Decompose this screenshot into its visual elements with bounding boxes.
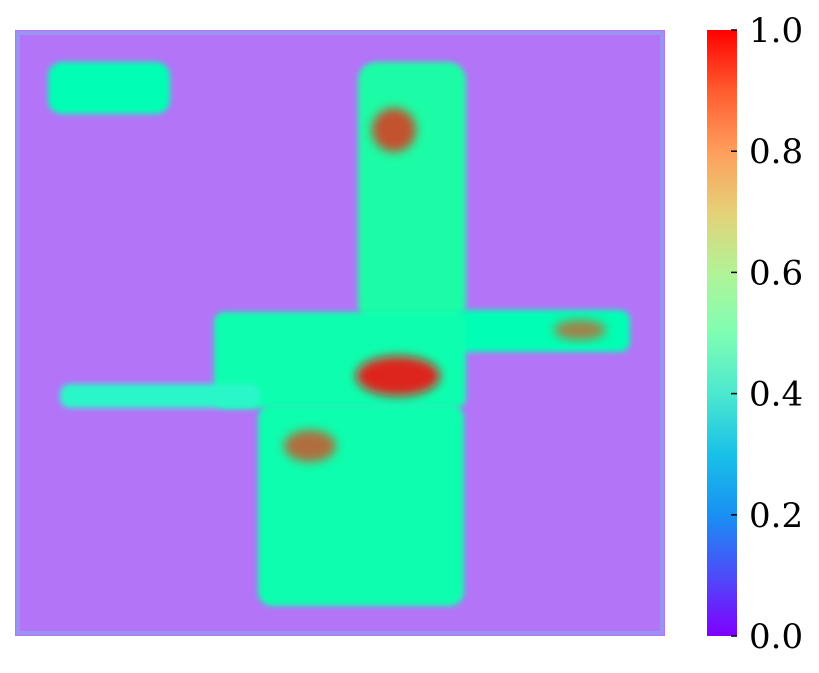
- colorbar-gradient: [707, 30, 737, 636]
- colorbar-ticks: 0.0 0.2 0.4 0.6 0.8 1.0: [731, 11, 803, 657]
- heatmap-region-hotspot-center: [356, 356, 440, 396]
- heatmap-region-hotspot-lower-left: [284, 430, 336, 462]
- colorbar-tick-label: 0.0: [749, 617, 803, 657]
- colorbar-tick-label: 0.8: [749, 132, 803, 172]
- colorbar-tick-label: 1.0: [749, 11, 803, 51]
- heatmap-region-hotspot-top: [372, 108, 416, 152]
- colorbar-tick-label: 0.2: [749, 496, 803, 536]
- heatmap-plot: [15, 30, 665, 636]
- heatmap-region-top-left-patch: [48, 62, 170, 114]
- colorbar: 0.0 0.2 0.4 0.6 0.8 1.0: [707, 11, 803, 657]
- heatmap-region-vertical-bar-upper: [358, 62, 466, 322]
- colorbar-tick-label: 0.6: [749, 253, 803, 293]
- heatmap-region-vertical-bar-lower: [258, 404, 464, 606]
- heatmap-region-hotspot-right-arm: [554, 320, 606, 340]
- heatmap-region-left-thin-arm: [60, 384, 260, 408]
- colorbar-tick-label: 0.4: [749, 375, 803, 415]
